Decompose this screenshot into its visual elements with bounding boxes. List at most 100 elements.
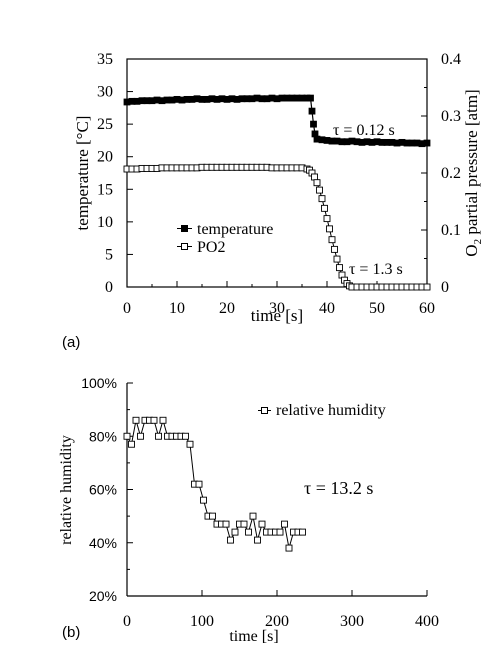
relative-humidity-point [258, 520, 266, 528]
panel-b-x-tick-label: 300 [340, 613, 364, 630]
panel-a-y-tick-labels: 0 5 10 15 20 25 30 35 [97, 51, 113, 296]
panel-a-y2-axis-label: O2 partial pressure [atm] [462, 89, 484, 256]
panel-a-x-tick-label: 40 [319, 300, 335, 317]
legend-relative-humidity-marker [261, 407, 268, 414]
relative-humidity-point [281, 520, 288, 528]
panel-a-x-tick-label: 50 [369, 300, 385, 317]
po2-point [331, 245, 338, 253]
po2-point [328, 236, 336, 244]
panel-a-x-tick-label: 20 [219, 300, 235, 317]
legend-temperature-label: temperature [197, 221, 273, 238]
y2-label-rest: partial pressure [atm] [462, 89, 481, 239]
temperature-point [307, 94, 314, 102]
relative-humidity-series [123, 416, 306, 552]
relative-humidity-point [209, 512, 216, 520]
panel-a-y-tick-label: 25 [97, 116, 113, 133]
relative-humidity-point [276, 528, 284, 536]
panel-b-x-tick-labels: 0 100 200 300 400 [123, 613, 439, 630]
temperature-point [423, 139, 431, 147]
po2-point [313, 179, 321, 187]
relative-humidity-point [186, 440, 194, 448]
po2-point [423, 283, 431, 291]
relative-humidity-point [200, 496, 207, 504]
relative-humidity-point [128, 440, 135, 448]
relative-humidity-point [123, 432, 131, 440]
panel-b-chart: 0 100 200 300 400 20%40%60%80%100% time [s] … [58, 375, 439, 645]
legend-po2-marker [181, 243, 188, 250]
relative-humidity-point [222, 520, 230, 528]
panel-a-label: (a) [62, 334, 80, 351]
panel-b-x-tick-label: 400 [415, 613, 439, 630]
panel-b-y-tick-label: 80% [89, 428, 117, 444]
panel-a-y-tick-label: 35 [97, 51, 113, 68]
panel-b-label: (b) [62, 624, 80, 641]
panel-b-axis-ticks [126, 382, 428, 597]
panel-b-y-tick-labels: 20% 40% 60% 80% 100% [81, 375, 117, 604]
panel-a-y-tick-label: 10 [97, 214, 113, 231]
panel-a-y2-tick-label: 0 [441, 279, 449, 296]
panel-a-x-tick-labels: 0 10 20 30 40 50 60 [123, 300, 435, 317]
panel-b-legend: relative humidity [258, 402, 386, 419]
po2-point [318, 195, 326, 203]
panel-a-y2-tick-label: 0.4 [441, 51, 461, 68]
relative-humidity-point [182, 432, 189, 440]
panel-a-y-tick-label: 0 [105, 279, 113, 296]
po2-point [326, 225, 333, 233]
temperature-point [308, 107, 316, 115]
relative-humidity-point [299, 528, 306, 536]
panel-a-y-tick-label: 20 [97, 149, 113, 166]
panel-b-x-axis-label: time [s] [229, 628, 278, 645]
panel-a-x-tick-label: 10 [169, 300, 185, 317]
panel-a-legend: temperature PO2 [177, 221, 273, 256]
relative-humidity-point [150, 416, 158, 424]
panel-a-axis-ticks [126, 58, 428, 288]
po2-point [323, 215, 331, 223]
panel-a-y-tick-label: 15 [97, 181, 113, 198]
panel-a-x-tick-label: 30 [269, 300, 285, 317]
panel-a-y2-tick-label: 0.1 [441, 222, 461, 239]
annotation-tau-temperature: τ = 0.12 s [333, 122, 395, 139]
panel-a-y2-tick-label: 0.3 [441, 108, 461, 125]
po2-point [333, 255, 341, 263]
po2-point [316, 186, 323, 194]
y2-label-o: O [462, 244, 481, 256]
panel-a-plot-frame [126, 58, 428, 288]
y2-label-subscript: 2 [472, 239, 484, 245]
relative-humidity-point [132, 416, 140, 424]
relative-humidity-point [155, 432, 162, 440]
panel-b-x-tick-label: 200 [265, 613, 289, 630]
relative-humidity-point [159, 416, 167, 424]
relative-humidity-point [285, 544, 293, 552]
panel-a-y-tick-label: 30 [97, 84, 113, 101]
po2-point [311, 173, 318, 181]
po2-point [321, 204, 328, 212]
relative-humidity-point [227, 536, 234, 544]
panel-a-x-tick-label: 60 [419, 300, 435, 317]
panel-b-y-tick-label: 40% [89, 535, 117, 551]
panel-a-x-axis-label: time [s] [251, 306, 303, 325]
temperature-series [123, 94, 431, 148]
legend-po2-label: PO2 [197, 239, 225, 256]
po2-series [123, 163, 431, 291]
relative-humidity-point [195, 480, 203, 488]
panel-a-x-tick-label: 0 [123, 300, 131, 317]
temperature-point [310, 120, 317, 128]
panel-b-y-tick-label: 60% [89, 482, 117, 498]
panel-a-y2-tick-labels: 0 0.1 0.2 0.3 0.4 [441, 51, 461, 296]
relative-humidity-point [137, 432, 144, 440]
annotation-tau-humidity: τ = 13.2 s [304, 478, 373, 498]
panel-b-y-axis-label: relative humidity [58, 435, 75, 545]
panel-b-x-tick-label: 0 [123, 613, 131, 630]
panel-b-y-tick-label: 20% [89, 588, 117, 604]
panel-b-y-tick-label: 100% [81, 375, 117, 391]
panel-a-y2-tick-label: 0.2 [441, 165, 461, 182]
panel-a-y-tick-label: 5 [105, 246, 113, 263]
relative-humidity-point [231, 528, 239, 536]
annotation-tau-po2: τ = 1.3 s [349, 261, 403, 278]
relative-humidity-point [254, 536, 261, 544]
legend-relative-humidity-label: relative humidity [276, 402, 386, 419]
relative-humidity-point [240, 520, 248, 528]
po2-point [336, 264, 343, 272]
